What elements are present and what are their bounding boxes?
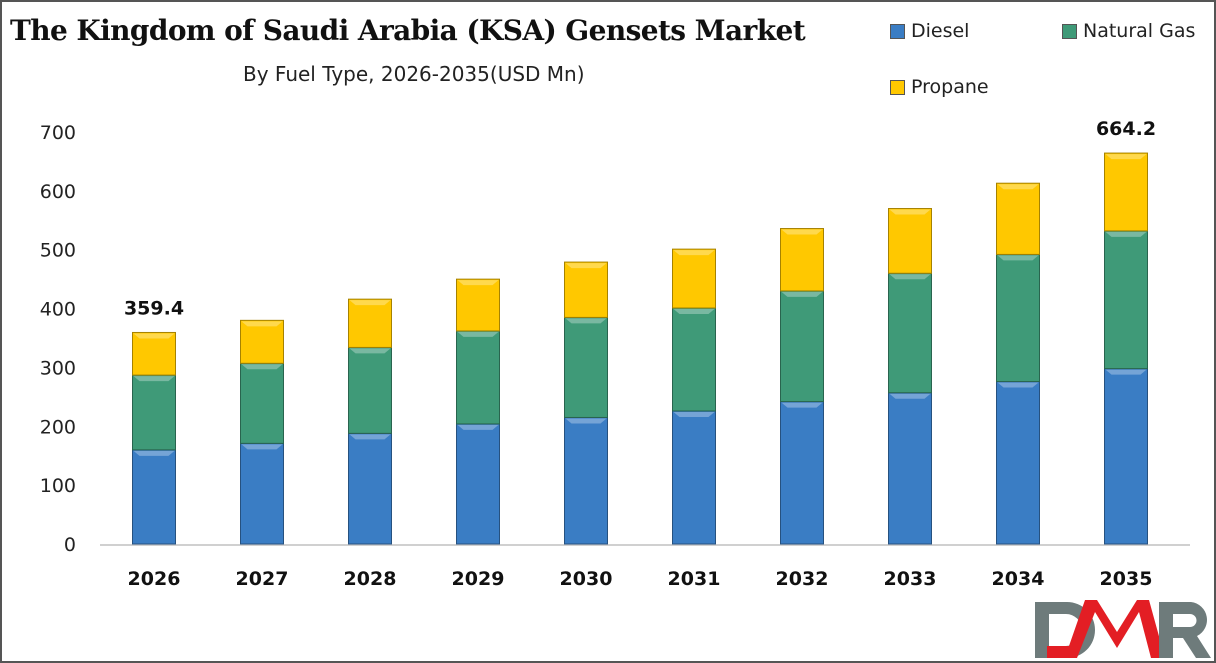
bar-segment-diesel bbox=[1104, 368, 1148, 545]
bar-bevel bbox=[889, 393, 931, 399]
x-tick-label: 2034 bbox=[992, 568, 1045, 590]
legend-item-natural-gas: Natural Gas bbox=[1062, 20, 1195, 42]
bar-segment-propane bbox=[672, 248, 716, 309]
bar-segment-diesel bbox=[456, 423, 500, 545]
bar-bevel bbox=[457, 424, 499, 430]
y-tick-label: 700 bbox=[40, 122, 76, 144]
bar-segment-natural-gas bbox=[564, 316, 608, 418]
bar-bevel bbox=[673, 308, 715, 314]
bar-bevel bbox=[457, 331, 499, 337]
x-tick-label: 2030 bbox=[560, 568, 613, 590]
bar-bevel bbox=[673, 411, 715, 417]
legend-item-propane: Propane bbox=[890, 76, 989, 98]
x-tick-label: 2029 bbox=[452, 568, 505, 590]
bar-bevel bbox=[349, 348, 391, 354]
x-tick-label: 2033 bbox=[884, 568, 937, 590]
chart-title: The Kingdom of Saudi Arabia (KSA) Genset… bbox=[10, 14, 806, 47]
bar-bevel bbox=[133, 333, 175, 339]
y-tick-label: 600 bbox=[40, 181, 76, 203]
bar-segment-natural-gas bbox=[1104, 230, 1148, 370]
bar-segment-diesel bbox=[132, 449, 176, 545]
bar-bevel bbox=[241, 444, 283, 450]
x-tick-label: 2026 bbox=[128, 568, 181, 590]
chart-subtitle: By Fuel Type, 2026-2035(USD Mn) bbox=[243, 62, 585, 86]
x-tick-label: 2028 bbox=[344, 568, 397, 590]
bar-bevel bbox=[1105, 231, 1147, 237]
legend-swatch-diesel bbox=[890, 23, 905, 39]
legend-swatch-natural-gas bbox=[1062, 23, 1077, 39]
data-label-total: 664.2 bbox=[1096, 118, 1156, 140]
bar-bevel bbox=[349, 434, 391, 440]
bar-bevel bbox=[133, 376, 175, 382]
x-tick-label: 2035 bbox=[1100, 568, 1153, 590]
bar-bevel bbox=[133, 450, 175, 456]
bar-bevel bbox=[457, 280, 499, 286]
bar-segment-natural-gas bbox=[888, 272, 932, 394]
x-tick-label: 2027 bbox=[236, 568, 289, 590]
bar-segment-propane bbox=[456, 278, 500, 332]
bar-bevel bbox=[349, 300, 391, 306]
y-tick-label: 500 bbox=[40, 240, 76, 262]
y-tick-label: 0 bbox=[64, 534, 76, 556]
bar-segment-natural-gas bbox=[132, 374, 176, 451]
bar-bevel bbox=[565, 418, 607, 424]
bar-bevel bbox=[565, 263, 607, 269]
bar-segment-propane bbox=[888, 208, 932, 274]
legend-item-diesel: Diesel bbox=[890, 20, 969, 42]
bar-segment-propane bbox=[348, 298, 392, 348]
bar-segment-propane bbox=[240, 319, 284, 364]
bar-segment-natural-gas bbox=[996, 253, 1040, 383]
bar-segment-diesel bbox=[780, 401, 824, 545]
bar-segment-natural-gas bbox=[240, 362, 284, 444]
bar-bevel bbox=[1105, 154, 1147, 160]
data-label-total: 359.4 bbox=[124, 297, 184, 319]
bar-bevel bbox=[781, 291, 823, 297]
bar-segment-propane bbox=[996, 182, 1040, 255]
legend-label: Natural Gas bbox=[1083, 20, 1196, 42]
bar-segment-natural-gas bbox=[672, 307, 716, 412]
bar-bevel bbox=[889, 274, 931, 280]
bar-segment-diesel bbox=[564, 416, 608, 545]
bar-segment-natural-gas bbox=[348, 346, 392, 434]
bar-bevel bbox=[997, 382, 1039, 388]
bar-segment-propane bbox=[780, 228, 824, 292]
y-tick-label: 100 bbox=[40, 475, 76, 497]
legend-swatch-propane bbox=[890, 79, 905, 95]
bar-bevel bbox=[565, 318, 607, 324]
x-tick-label: 2032 bbox=[776, 568, 829, 590]
bar-bevel bbox=[997, 184, 1039, 190]
bar-segment-diesel bbox=[996, 381, 1040, 545]
y-tick-label: 200 bbox=[40, 416, 76, 438]
bar-segment-diesel bbox=[348, 432, 392, 545]
y-tick-label: 400 bbox=[40, 299, 76, 321]
bar-segment-diesel bbox=[240, 442, 284, 545]
legend-label: Propane bbox=[911, 76, 989, 98]
bar-segment-diesel bbox=[888, 392, 932, 545]
legend-label: Diesel bbox=[911, 20, 970, 42]
bar-segment-natural-gas bbox=[456, 330, 500, 425]
bar-bevel bbox=[241, 321, 283, 327]
bar-segment-diesel bbox=[672, 410, 716, 545]
x-tick-label: 2031 bbox=[668, 568, 721, 590]
bar-bevel bbox=[997, 255, 1039, 261]
bar-bevel bbox=[781, 229, 823, 235]
bar-bevel bbox=[241, 364, 283, 370]
bar-segment-natural-gas bbox=[780, 290, 824, 403]
bar-bevel bbox=[889, 209, 931, 215]
bar-segment-propane bbox=[564, 261, 608, 318]
bar-bevel bbox=[1105, 369, 1147, 375]
bar-segment-propane bbox=[132, 331, 176, 376]
dmr-logo bbox=[1035, 600, 1211, 658]
y-tick-label: 300 bbox=[40, 357, 76, 379]
bar-bevel bbox=[781, 402, 823, 408]
bar-segment-propane bbox=[1104, 152, 1148, 232]
bar-bevel bbox=[673, 250, 715, 256]
